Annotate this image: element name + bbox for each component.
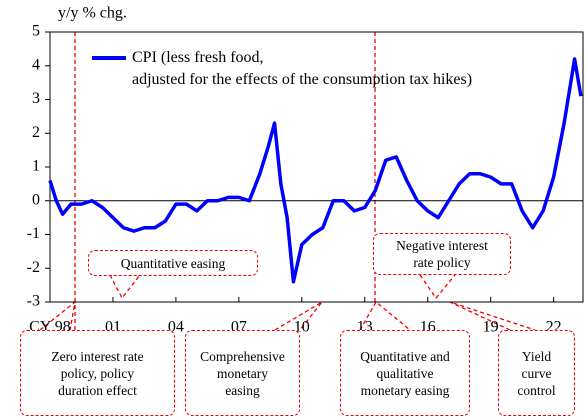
y-axis-label: y/y % chg. [58,5,127,22]
pointer [419,274,456,300]
annotation: Yield curve control [498,330,575,416]
pointer [359,301,411,331]
annotation: Zero interest rate policy, policy durati… [20,330,175,416]
y-tick-label: -3 [27,293,40,310]
y-tick-label: 2 [32,124,40,141]
annotation: Quantitative and qualitative monetary ea… [340,330,470,416]
legend-label: CPI (less fresh food, adjusted for the e… [132,49,473,88]
y-tick-label: 5 [32,23,40,40]
annotation: Comprehensive monetary easing [185,330,300,416]
pointer [109,274,141,300]
y-tick-label: 0 [32,191,40,208]
y-tick-label: 3 [32,90,40,107]
annotation: Negative interest rate policy [373,233,511,275]
y-tick-label: 1 [32,158,40,175]
series-line [48,57,583,284]
annotation: Quantitative easing [88,250,258,276]
y-tick-label: 4 [32,56,40,73]
x-tick-label: 19 [483,319,499,336]
y-tick-label: -1 [27,225,40,242]
y-tick-label: -2 [27,259,40,276]
pointer [274,301,323,331]
